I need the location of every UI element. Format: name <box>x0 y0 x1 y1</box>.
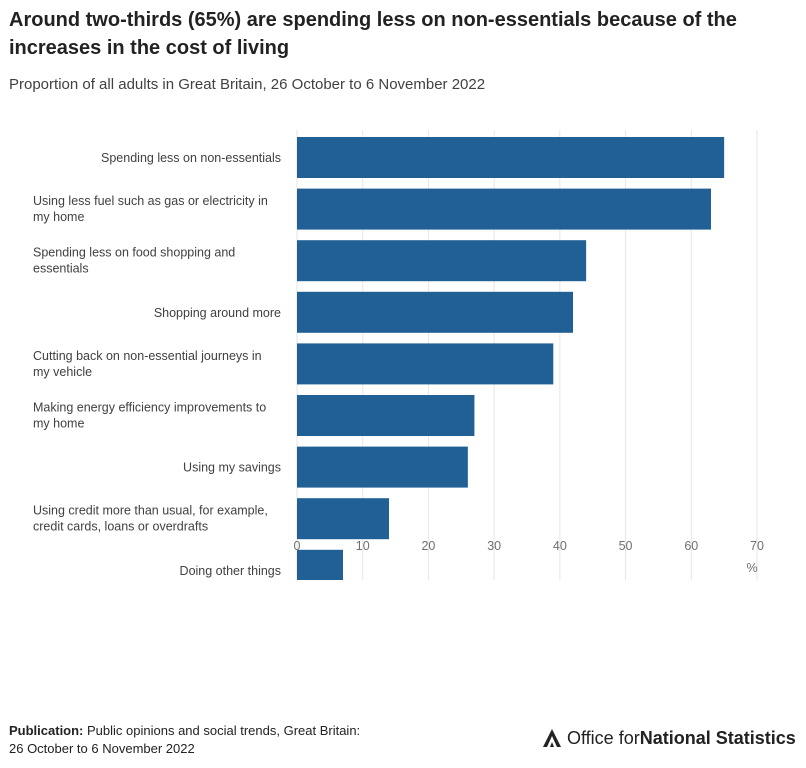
category-label-line: my vehicle <box>33 365 92 379</box>
x-tick-label: 70 <box>750 539 764 553</box>
x-tick-label: 20 <box>421 539 435 553</box>
bar <box>297 395 475 436</box>
category-label-line: Using credit more than usual, for exampl… <box>33 504 268 518</box>
ons-logo-text-regular: Office for <box>567 727 640 748</box>
footer: Publication: Public opinions and social … <box>9 722 360 758</box>
x-tick-label: 60 <box>684 539 698 553</box>
category-label-line: essentials <box>33 262 89 276</box>
x-tick-label: 40 <box>553 539 567 553</box>
category-label: Using credit more than usual, for exampl… <box>33 504 268 534</box>
category-label-line: Using less fuel such as gas or electrici… <box>33 194 268 208</box>
x-tick-label: 30 <box>487 539 501 553</box>
bar <box>297 240 587 282</box>
category-label-line: Cutting back on non-essential journeys i… <box>33 349 262 363</box>
ons-logo: Office for National Statistics <box>541 726 796 750</box>
bar <box>297 291 573 333</box>
category-label-line: Spending less on food shopping and <box>33 246 235 260</box>
publication-label: Publication: <box>9 723 84 738</box>
category-label: Shopping around more <box>154 306 281 320</box>
category-label: Doing other things <box>180 564 281 578</box>
bar <box>297 498 389 540</box>
category-label-line: my home <box>33 417 84 431</box>
x-tick-label: 0 <box>294 539 301 553</box>
category-label-line: my home <box>33 210 84 224</box>
bar <box>297 137 725 178</box>
publication-text: Public opinions and social trends, Great… <box>87 723 361 738</box>
bar <box>297 549 343 580</box>
bar-chart: Spending less on non-essentials Using les… <box>33 130 764 580</box>
ons-logo-icon <box>543 729 561 747</box>
category-label-line: credit cards, loans or overdrafts <box>33 520 208 534</box>
category-label: Using my savings <box>183 461 281 475</box>
category-label: Spending less on food shopping and essent… <box>33 246 235 276</box>
bar <box>297 188 711 230</box>
x-tick-label: 10 <box>356 539 370 553</box>
bar <box>297 343 554 385</box>
x-tick-label: 50 <box>619 539 633 553</box>
category-label-line: Making energy efficiency improvements to <box>33 401 266 415</box>
x-axis-ticks: 0 10 20 30 40 50 60 70 <box>294 539 764 553</box>
chart-title: Around two-thirds (65%) are spending les… <box>9 9 737 59</box>
category-label: Spending less on non-essentials <box>101 151 281 165</box>
bar <box>297 446 468 488</box>
publication-text-line2: 26 October to 6 November 2022 <box>9 741 195 756</box>
category-labels: Spending less on non-essentials Using les… <box>33 151 281 578</box>
chart-subtitle: Proportion of all adults in Great Britai… <box>9 76 486 93</box>
ons-logo-text-bold: National Statistics <box>639 727 796 748</box>
bars <box>297 137 725 580</box>
x-axis-label: % <box>746 561 757 575</box>
category-label: Making energy efficiency improvements to… <box>33 401 266 431</box>
category-label: Using less fuel such as gas or electrici… <box>33 194 268 224</box>
category-label: Cutting back on non-essential journeys i… <box>33 349 262 379</box>
